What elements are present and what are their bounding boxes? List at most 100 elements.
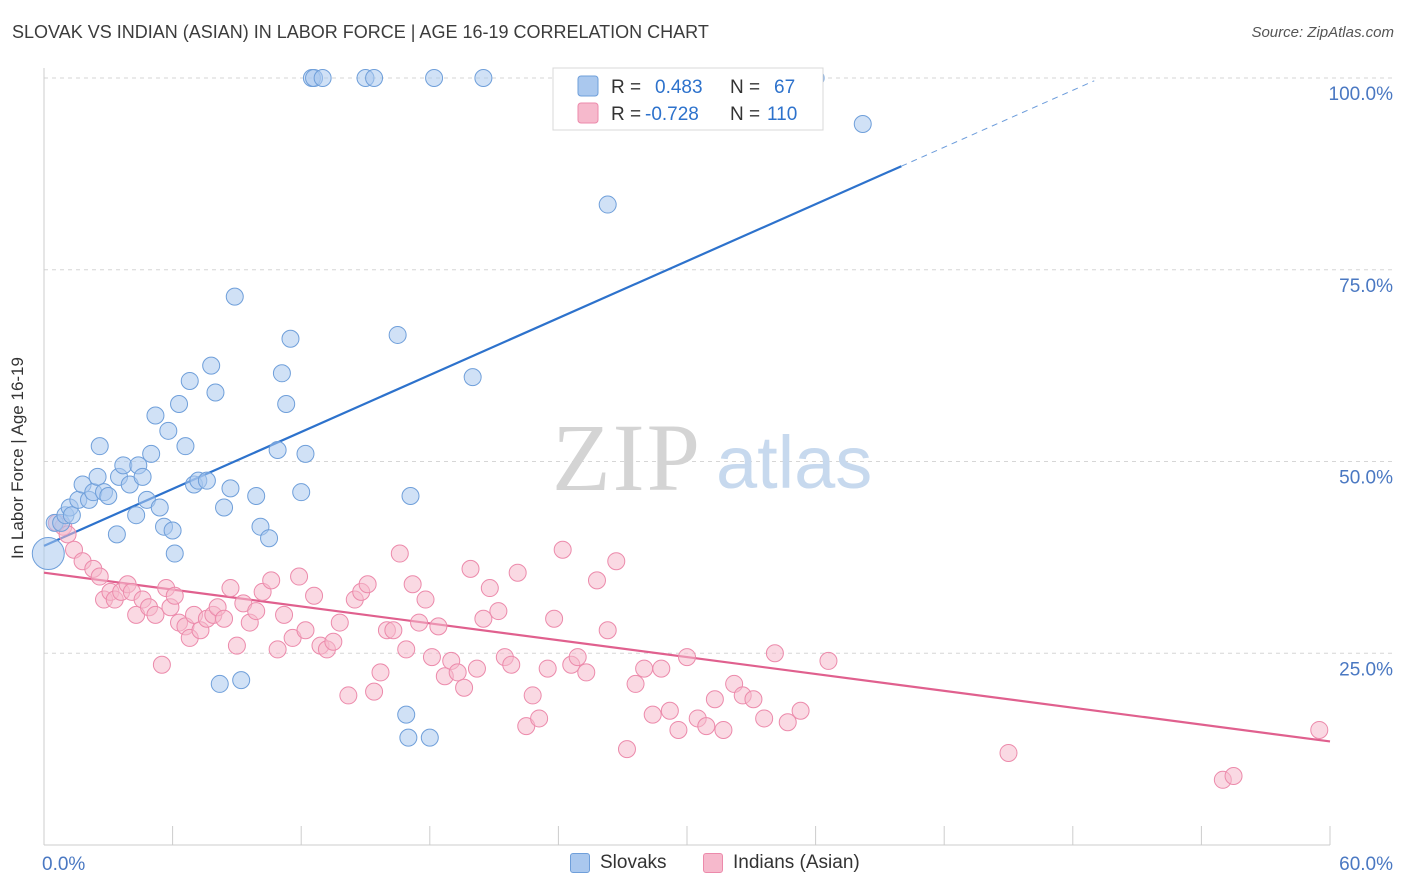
x-tick-label: 60.0% (1339, 854, 1393, 875)
point-indian (538, 659, 557, 678)
point-slovak (210, 674, 229, 693)
point-slovak (114, 456, 133, 475)
point-indian (755, 709, 774, 728)
y-axis-label: In Labor Force | Age 16-19 (8, 357, 27, 559)
point-slovak (107, 525, 126, 544)
point-slovak (221, 479, 240, 498)
point-indian (778, 713, 797, 732)
legend-bottom: Slovaks Indians (Asian) (0, 852, 1406, 876)
chart-title: SLOVAK VS INDIAN (ASIAN) IN LABOR FORCE … (12, 22, 709, 42)
point-indian (523, 686, 542, 705)
y-tick-label: 50.0% (1339, 468, 1393, 489)
legend-r-value-slovaks: 0.483 (655, 77, 703, 98)
point-indian (365, 682, 384, 701)
point-indian (403, 575, 422, 594)
legend-label-slovaks: Slovaks (600, 852, 667, 873)
legend-r-value-indians: -0.728 (645, 104, 699, 125)
point-slovak (133, 467, 152, 486)
point-indian (339, 686, 358, 705)
point-slovak (277, 394, 296, 413)
y-tick-label: 100.0% (1329, 84, 1394, 105)
point-indian (422, 648, 441, 667)
legend-n-label-indians: N = (730, 104, 760, 125)
point-indian (553, 540, 572, 559)
point-slovak (388, 325, 407, 344)
point-indian (165, 586, 184, 605)
point-indian (678, 648, 696, 667)
point-slovak (365, 69, 384, 87)
legend-swatch-indians (577, 102, 599, 124)
y-tick-label: 75.0% (1339, 276, 1393, 297)
point-indian (587, 571, 606, 590)
point-slovak (296, 444, 315, 463)
point-slovak (292, 483, 311, 502)
point-indian (626, 674, 645, 693)
axes (43, 68, 1331, 846)
trend-line-slovaks-extension (901, 80, 1095, 167)
point-indian (290, 567, 309, 586)
point-slovak (90, 437, 109, 456)
x-tick-label: 0.0% (42, 854, 85, 875)
point-slovak (142, 444, 161, 463)
legend-stats: R = 0.483 N = 67 R = -0.728 N = 110 (552, 67, 824, 131)
legend-n-value-slovaks: 67 (774, 77, 795, 98)
point-indian (358, 575, 377, 594)
watermark-atlas: atlas (716, 421, 872, 504)
point-indian (90, 567, 109, 586)
point-indian (474, 609, 493, 628)
point-indian (652, 659, 671, 678)
point-indian (607, 552, 626, 571)
point-indian (697, 717, 716, 736)
point-slovak (99, 487, 118, 506)
point-indian (598, 621, 617, 640)
point-indian (508, 563, 527, 582)
point-indian (330, 613, 349, 632)
source-credit: Source: ZipAtlas.com (1251, 24, 1394, 41)
point-slovak (127, 506, 146, 525)
point-indian (791, 701, 810, 720)
point-indian (669, 720, 688, 739)
point-indian (146, 605, 165, 624)
point-indian (461, 559, 480, 578)
legend-swatch-slovaks (577, 75, 599, 97)
point-indian (384, 621, 403, 640)
legend-n-value-indians: 110 (767, 104, 797, 125)
point-indian (416, 590, 435, 609)
point-indian (275, 605, 294, 624)
point-indian (714, 720, 733, 739)
point-slovak (463, 368, 482, 387)
point-slovak (853, 115, 872, 134)
point-slovak (420, 728, 439, 747)
point-indian (262, 571, 281, 590)
point-slovak (474, 69, 493, 87)
point-slovak (206, 383, 225, 402)
legend-r-label-indians: R = (611, 104, 641, 125)
point-slovak (31, 537, 65, 571)
point-indian (448, 663, 467, 682)
point-indian (545, 609, 564, 628)
point-indian (429, 617, 448, 636)
point-indian (268, 640, 287, 659)
point-indian (397, 640, 416, 659)
point-indian (152, 655, 171, 674)
point-slovak (397, 705, 416, 724)
legend-swatch-slovaks (570, 853, 590, 873)
point-slovak (272, 364, 291, 383)
point-slovak (268, 440, 287, 459)
point-indian (467, 659, 486, 678)
point-slovak (425, 69, 444, 87)
point-indian (221, 579, 240, 598)
point-indian (705, 690, 724, 709)
point-indian (568, 648, 587, 667)
y-axis-label-wrap: In Labor Force | Age 16-19 (8, 357, 38, 559)
point-indian (455, 678, 474, 697)
point-slovak (225, 287, 244, 306)
point-slovak (197, 471, 216, 490)
point-slovak (598, 195, 617, 214)
point-indian (660, 701, 679, 720)
point-indian (1224, 766, 1243, 785)
point-slovak (399, 728, 418, 747)
point-indian (410, 613, 429, 632)
point-slovak (146, 406, 165, 425)
